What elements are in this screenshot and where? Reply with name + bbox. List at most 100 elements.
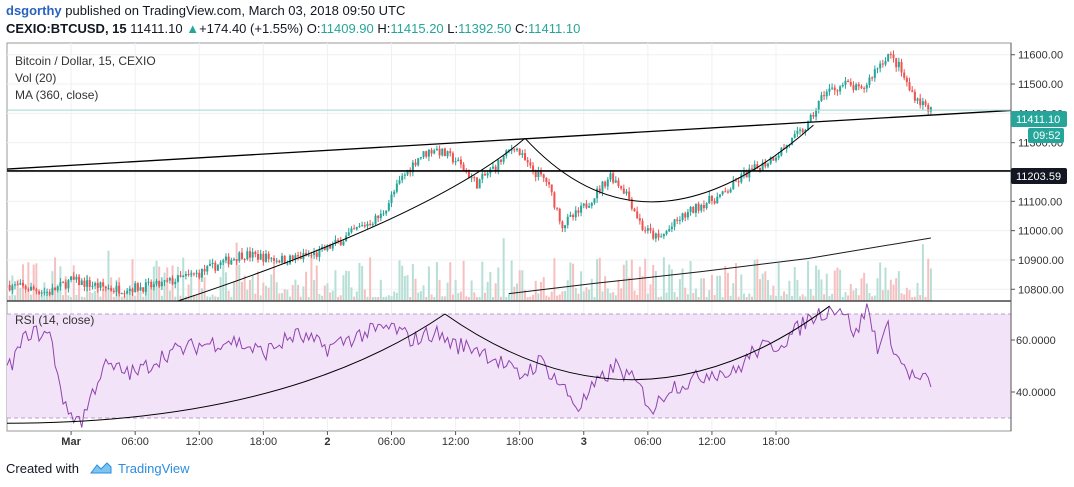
candle-body	[566, 216, 569, 226]
volume-bar	[355, 291, 358, 301]
candle-body	[211, 262, 214, 264]
candle-body	[665, 231, 668, 234]
candle-body	[857, 84, 860, 87]
volume-bar	[240, 281, 243, 301]
volume-bar	[323, 285, 326, 301]
candle-body	[841, 84, 844, 87]
volume-bar	[14, 295, 17, 301]
volume-bar	[267, 287, 270, 301]
candle-body	[769, 157, 772, 164]
candle-body	[168, 278, 171, 281]
price-badge: 11411.10	[1011, 111, 1067, 127]
volume-bar	[718, 275, 721, 301]
candle-body	[80, 280, 83, 286]
volume-bar	[748, 293, 751, 301]
candle-body	[521, 153, 524, 155]
volume-bar	[831, 293, 834, 301]
volume-bar	[908, 290, 911, 301]
candle-body	[617, 180, 620, 187]
candle-body	[184, 273, 187, 276]
candle-body	[921, 101, 924, 106]
volume-bar	[823, 294, 826, 301]
candle-body	[315, 252, 318, 257]
volume-bar	[577, 293, 580, 301]
volume-bar	[734, 263, 737, 301]
volume-bar	[916, 282, 919, 301]
volume-bar	[299, 296, 302, 301]
candle-body	[22, 282, 25, 286]
candle-body	[553, 192, 556, 208]
volume-bar	[638, 266, 641, 301]
volume-bar	[144, 290, 147, 301]
candle-body	[451, 153, 454, 163]
volume-bar	[548, 296, 551, 301]
volume-bar	[179, 295, 182, 301]
volume-bar	[876, 278, 879, 301]
candle-body	[123, 293, 126, 295]
price-change: +174.40 (+1.55%)	[199, 21, 304, 36]
candle-body	[596, 188, 599, 199]
time-tick-label: Mar	[61, 436, 81, 448]
time-tick-label: 18:00	[250, 436, 278, 448]
candle-body	[334, 239, 337, 244]
candle-body	[548, 182, 551, 185]
candle-body	[46, 291, 49, 293]
volume-bar	[767, 279, 770, 301]
volume-bar	[422, 285, 425, 301]
candle-body	[126, 291, 129, 294]
candle-body	[441, 148, 444, 156]
candle-body	[40, 292, 43, 294]
candle-body	[879, 63, 882, 69]
candle-body	[454, 161, 457, 163]
candle-body	[326, 244, 329, 251]
rsi-axis[interactable]: 60.0000 40.0000	[1011, 335, 1056, 399]
candle-body	[678, 219, 681, 221]
volume-bar	[238, 264, 241, 301]
candle-body	[51, 287, 54, 295]
candle-body	[847, 80, 850, 83]
candle-body	[801, 129, 804, 133]
candle-body	[823, 95, 826, 97]
candle-body	[550, 184, 553, 193]
volume-bar	[8, 295, 11, 301]
candle-body	[652, 230, 655, 239]
volume-bar	[259, 295, 262, 301]
volume-bar	[401, 265, 404, 301]
volume-bar	[206, 296, 209, 301]
volume-bar	[334, 270, 337, 301]
tradingview-link[interactable]: TradingView	[118, 461, 190, 476]
author-link[interactable]: dsgorthy	[6, 3, 62, 18]
candle-body	[644, 230, 647, 232]
volume-bar	[753, 259, 756, 301]
volume-bar	[705, 296, 708, 301]
candle-body	[329, 244, 332, 249]
volume-bar	[358, 262, 361, 301]
volume-bar	[780, 295, 783, 301]
volume-bar	[569, 262, 572, 301]
volume-bar	[305, 271, 308, 301]
volume-bar	[513, 286, 516, 301]
candle-body	[417, 158, 420, 166]
volume-bar	[508, 293, 510, 301]
countdown-badge: 09:52	[1028, 128, 1064, 143]
candle-body	[588, 205, 591, 208]
candle-body	[337, 239, 340, 241]
volume-bar	[620, 288, 623, 301]
candle-body	[406, 169, 409, 175]
volume-bar	[387, 295, 390, 301]
time-axis[interactable]: Mar 06:00 12:00 18:00 2 06:00 12:00 18:00 3 06:00…	[61, 431, 790, 448]
volume-bar	[462, 260, 465, 301]
candle-body	[540, 170, 543, 175]
volume-bar	[315, 265, 318, 301]
legend-ma: MA (360, close)	[15, 88, 98, 102]
volume-bar	[195, 295, 198, 301]
volume-bar	[104, 287, 107, 301]
candle-body	[676, 219, 679, 221]
candle-body	[192, 273, 195, 275]
volume-bar	[289, 296, 292, 301]
volume-bar	[174, 296, 177, 301]
candle-body	[214, 262, 217, 271]
volume-bar	[844, 292, 847, 301]
candle-body	[750, 168, 753, 170]
